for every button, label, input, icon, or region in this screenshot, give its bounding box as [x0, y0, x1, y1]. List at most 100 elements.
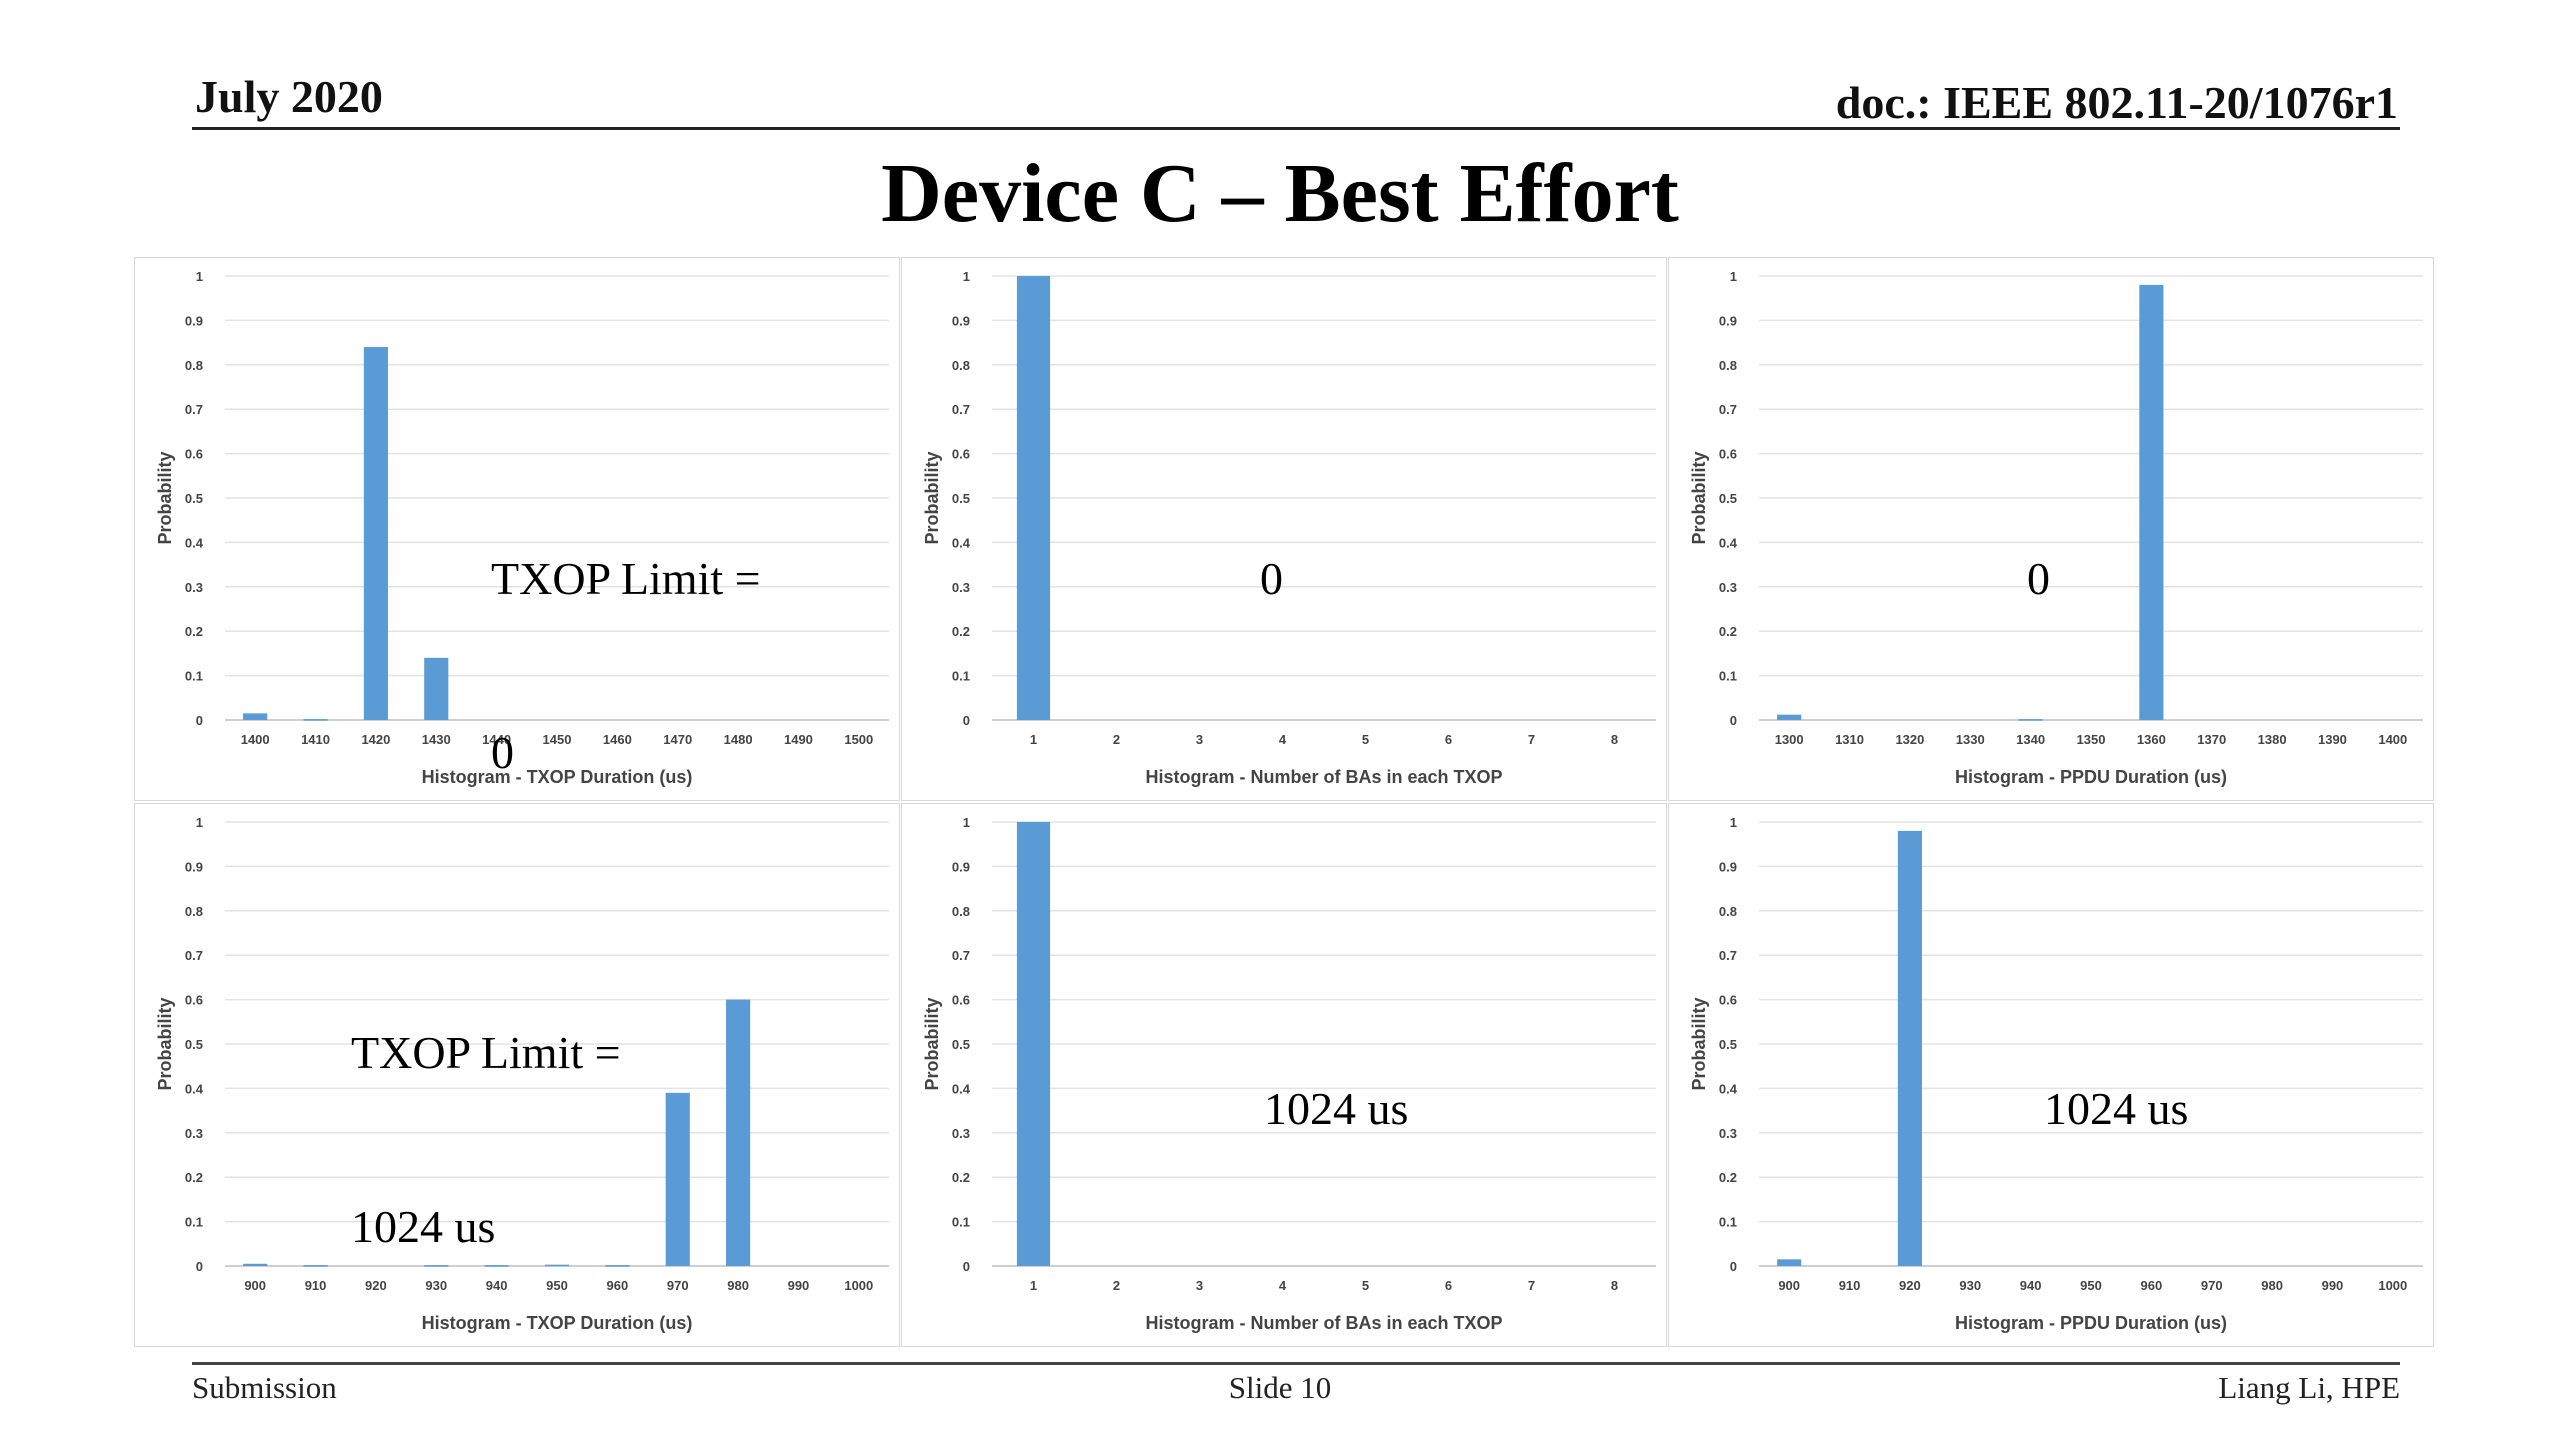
x-tick-label: 1310	[1835, 732, 1864, 747]
x-tick-label: 980	[727, 1278, 749, 1293]
y-axis-title: Probability	[1689, 451, 1709, 544]
x-axis-title: Histogram - Number of BAs in each TXOP	[1145, 767, 1502, 787]
x-tick-label: 990	[788, 1278, 810, 1293]
y-tick-label: 0.9	[1719, 313, 1737, 328]
x-tick-label: 1330	[1956, 732, 1985, 747]
y-tick-label: 0.8	[1719, 904, 1737, 919]
x-tick-label: 950	[546, 1278, 568, 1293]
overlay-line-2: 0	[491, 727, 514, 778]
x-tick-label: 4	[1279, 1278, 1287, 1293]
x-tick-label: 930	[1959, 1278, 1981, 1293]
y-tick-label: 0	[196, 1259, 203, 1274]
y-tick-label: 0	[963, 713, 970, 728]
y-axis-title: Probability	[922, 451, 942, 544]
y-tick-label: 0.9	[185, 313, 203, 328]
x-tick-label: 5	[1362, 1278, 1369, 1293]
y-tick-label: 0.6	[952, 447, 970, 462]
overlay-line-1: 1024 us	[1264, 1083, 1409, 1134]
x-tick-label: 6	[1445, 1278, 1452, 1293]
x-axis-title: Histogram - TXOP Duration (us)	[422, 767, 693, 787]
y-tick-label: 0.6	[1719, 993, 1737, 1008]
x-axis-title: Histogram - TXOP Duration (us)	[422, 1313, 693, 1333]
chart-panel-txop-limit-1024-ppdu-duration: 0 0.1 0.2 0.3 0.4 0.5 0.6 0.7 0.8 0.9 1 900 910 920 93…	[1668, 803, 2434, 1347]
footer-author: Liang Li, HPE	[2218, 1370, 2400, 1405]
footer-submission: Submission	[192, 1370, 337, 1405]
y-tick-label: 0.7	[952, 948, 970, 963]
bar	[605, 1265, 630, 1267]
y-tick-label: 0.3	[1719, 1126, 1737, 1141]
header-date: July 2020	[195, 71, 383, 122]
x-tick-label: 1460	[603, 732, 632, 747]
y-tick-label: 0.8	[1719, 358, 1737, 373]
y-tick-label: 0.5	[1719, 1037, 1737, 1052]
y-tick-label: 0.8	[185, 904, 203, 919]
y-tick-label: 0.8	[952, 904, 970, 919]
bar	[1016, 276, 1051, 720]
x-tick-label: 1430	[422, 732, 451, 747]
y-tick-label: 0.5	[185, 1037, 203, 1052]
x-tick-label: 1470	[663, 732, 692, 747]
chart-grid: 0 0.1 0.2 0.3 0.4 0.5 0.6 0.7 0.8 0.9 1 1400 1 4 1 0 142…	[134, 257, 2434, 1349]
chart-panel-txop-limit-0-txop-duration: 0 0.1 0.2 0.3 0.4 0.5 0.6 0.7 0.8 0.9 1 1400 1410 142…	[134, 257, 900, 801]
y-tick-label: 0.4	[1719, 535, 1738, 550]
x-tick-label: 900	[244, 1278, 266, 1293]
x-tick-label: 8	[1611, 732, 1618, 747]
overlay-line-1: TXOP Limit =	[351, 1027, 621, 1078]
y-tick-label: 0.7	[185, 948, 203, 963]
y-tick-label: 0.6	[1719, 447, 1737, 462]
y-tick-label: 0.3	[185, 580, 203, 595]
overlay-line-2: 1024 us	[351, 1201, 496, 1252]
y-tick-label: 0	[196, 713, 203, 728]
x-axis-title: Histogram - PPDU Duration (us)	[1955, 767, 2227, 787]
y-tick-label: 0	[1730, 1259, 1737, 1274]
x-tick-label: 1	[1030, 732, 1037, 747]
y-tick-label: 0.9	[185, 859, 203, 874]
x-tick-label: 940	[486, 1278, 508, 1293]
x-axis-title: Histogram - Number of BAs in each TXOP	[1145, 1313, 1502, 1333]
bar	[303, 719, 328, 721]
y-tick-label: 0.4	[952, 1081, 971, 1096]
x-tick-label: 970	[667, 1278, 689, 1293]
y-tick-label: 0.4	[952, 535, 971, 550]
y-tick-label: 0.1	[185, 1215, 203, 1230]
overlay-text: TXOP Limit = 0	[491, 434, 761, 898]
x-tick-label: 970	[2201, 1278, 2223, 1293]
y-tick-label: 0.6	[185, 993, 203, 1008]
overlay-line-1: TXOP Limit =	[491, 553, 761, 604]
y-tick-label: 1	[1730, 815, 1737, 830]
x-tick-label: 1450	[543, 732, 572, 747]
x-tick-label: 2	[1113, 1278, 1120, 1293]
bar	[1897, 830, 1922, 1266]
x-tick-label: 1340	[2016, 732, 2045, 747]
x-tick-label: 960	[2141, 1278, 2163, 1293]
y-tick-label: 0.7	[952, 402, 970, 417]
bar	[243, 1263, 268, 1266]
x-axis-title: Histogram - PPDU Duration (us)	[1955, 1313, 2227, 1333]
y-tick-label: 0.9	[1719, 859, 1737, 874]
y-tick-label: 0.8	[185, 358, 203, 373]
x-tick-label: 990	[2322, 1278, 2344, 1293]
bar	[363, 347, 388, 720]
y-axis-title: Probability	[922, 997, 942, 1090]
y-tick-label: 0.3	[952, 1126, 970, 1141]
y-tick-label: 1	[196, 815, 203, 830]
y-tick-label: 0.2	[1719, 624, 1737, 639]
y-tick-label: 0	[963, 1259, 970, 1274]
chart-svg: 0 0.1 0.2 0.3 0.4 0.5 0.6 0.7 0.8 0.9 1 900 910 920 93…	[1689, 815, 2423, 1333]
x-tick-label: 1420	[361, 732, 390, 747]
x-tick-label: 1360	[2137, 732, 2166, 747]
overlay-text: 1024 us	[1264, 964, 1408, 1254]
x-tick-label: 1400	[2378, 732, 2407, 747]
x-tick-label: 940	[2020, 1278, 2042, 1293]
y-tick-label: 0.9	[952, 859, 970, 874]
y-tick-label: 0.6	[185, 447, 203, 462]
y-tick-label: 0.1	[185, 669, 203, 684]
x-tick-label: 2	[1113, 732, 1120, 747]
y-tick-label: 1	[1730, 269, 1737, 284]
y-tick-label: 0.6	[952, 993, 970, 1008]
x-tick-label: 1000	[844, 1278, 873, 1293]
overlay-text: 1024 us	[2044, 964, 2188, 1254]
bar	[1777, 714, 1802, 720]
x-tick-label: 950	[2080, 1278, 2102, 1293]
y-tick-label: 0.1	[1719, 1215, 1737, 1230]
